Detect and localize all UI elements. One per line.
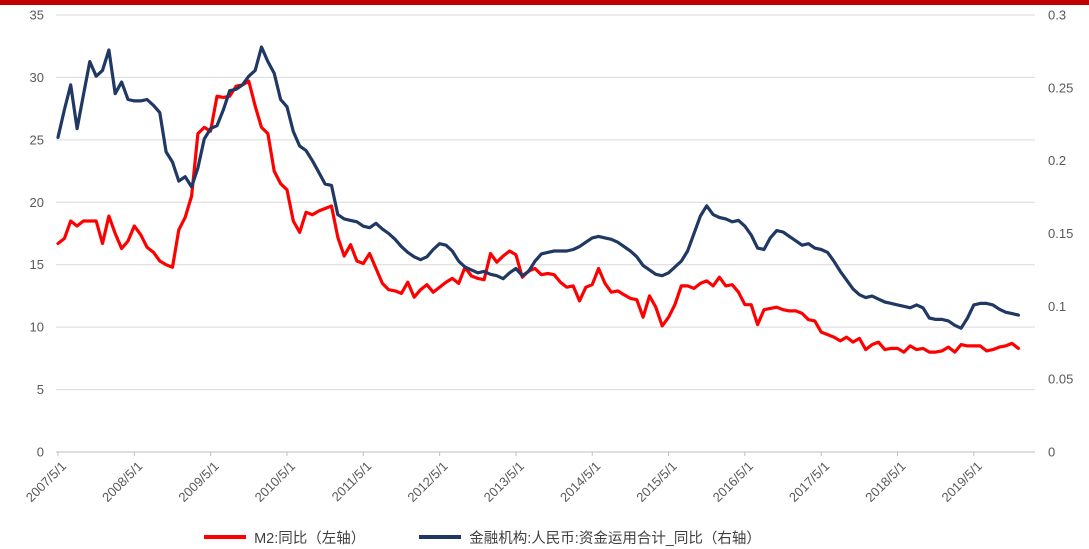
x-axis-tick-label: 2011/5/1 [329, 459, 375, 505]
legend-item-m2: M2:同比（左轴） [204, 527, 365, 548]
x-axis-tick-label: 2018/5/1 [862, 459, 908, 505]
right-axis-tick-label: 0.2 [1048, 153, 1066, 168]
legend-item-funds: 金融机构:人民币:资金运用合计_同比（右轴） [419, 527, 761, 548]
legend-label-m2: M2:同比（左轴） [254, 530, 366, 547]
right-axis-tick-label: 0.05 [1048, 372, 1073, 387]
left-axis-tick-label: 0 [37, 445, 44, 460]
x-axis-tick-label: 2014/5/1 [557, 459, 603, 505]
x-axis-tick-label: 2008/5/1 [99, 459, 145, 505]
top-accent-bar [0, 0, 1089, 5]
right-axis-tick-label: 0.3 [1048, 8, 1066, 23]
left-axis-tick-label: 10 [30, 320, 44, 335]
series-line-m2 [56, 79, 1021, 354]
legend-line-swatch-funds [419, 535, 462, 539]
left-axis-tick-label: 5 [37, 382, 44, 397]
left-axis-tick-label: 30 [30, 70, 44, 85]
right-axis-tick-label: 0.25 [1048, 80, 1073, 95]
x-axis-tick-label: 2013/5/1 [481, 459, 527, 505]
x-axis-tick-label: 2010/5/1 [252, 459, 298, 505]
x-axis-tick-label: 2012/5/1 [404, 459, 450, 505]
left-axis-tick-label: 35 [30, 8, 44, 23]
x-axis-tick-label: 2019/5/1 [939, 459, 985, 505]
series-line-funds [56, 45, 1021, 330]
left-axis-tick-label: 20 [30, 195, 44, 210]
right-axis-tick-label: 0 [1048, 445, 1055, 460]
right-axis-tick-label: 0.1 [1048, 299, 1066, 314]
x-axis-tick-label: 2016/5/1 [710, 459, 756, 505]
legend-line-swatch-m2 [204, 535, 247, 539]
legend-label-funds: 金融机构:人民币:资金运用合计_同比（右轴） [469, 530, 761, 547]
x-axis-tick-label: 2007/5/1 [23, 459, 69, 505]
x-axis-tick-label: 2009/5/1 [175, 459, 221, 505]
right-axis-tick-label: 0.15 [1048, 226, 1073, 241]
left-axis-tick-label: 15 [30, 257, 44, 272]
left-axis-tick-label: 25 [30, 132, 44, 147]
x-axis-tick-label: 2017/5/1 [786, 459, 832, 505]
x-axis-tick-label: 2015/5/1 [633, 459, 679, 505]
chart-legend: M2:同比（左轴） 金融机构:人民币:资金运用合计_同比（右轴） [0, 526, 1027, 548]
